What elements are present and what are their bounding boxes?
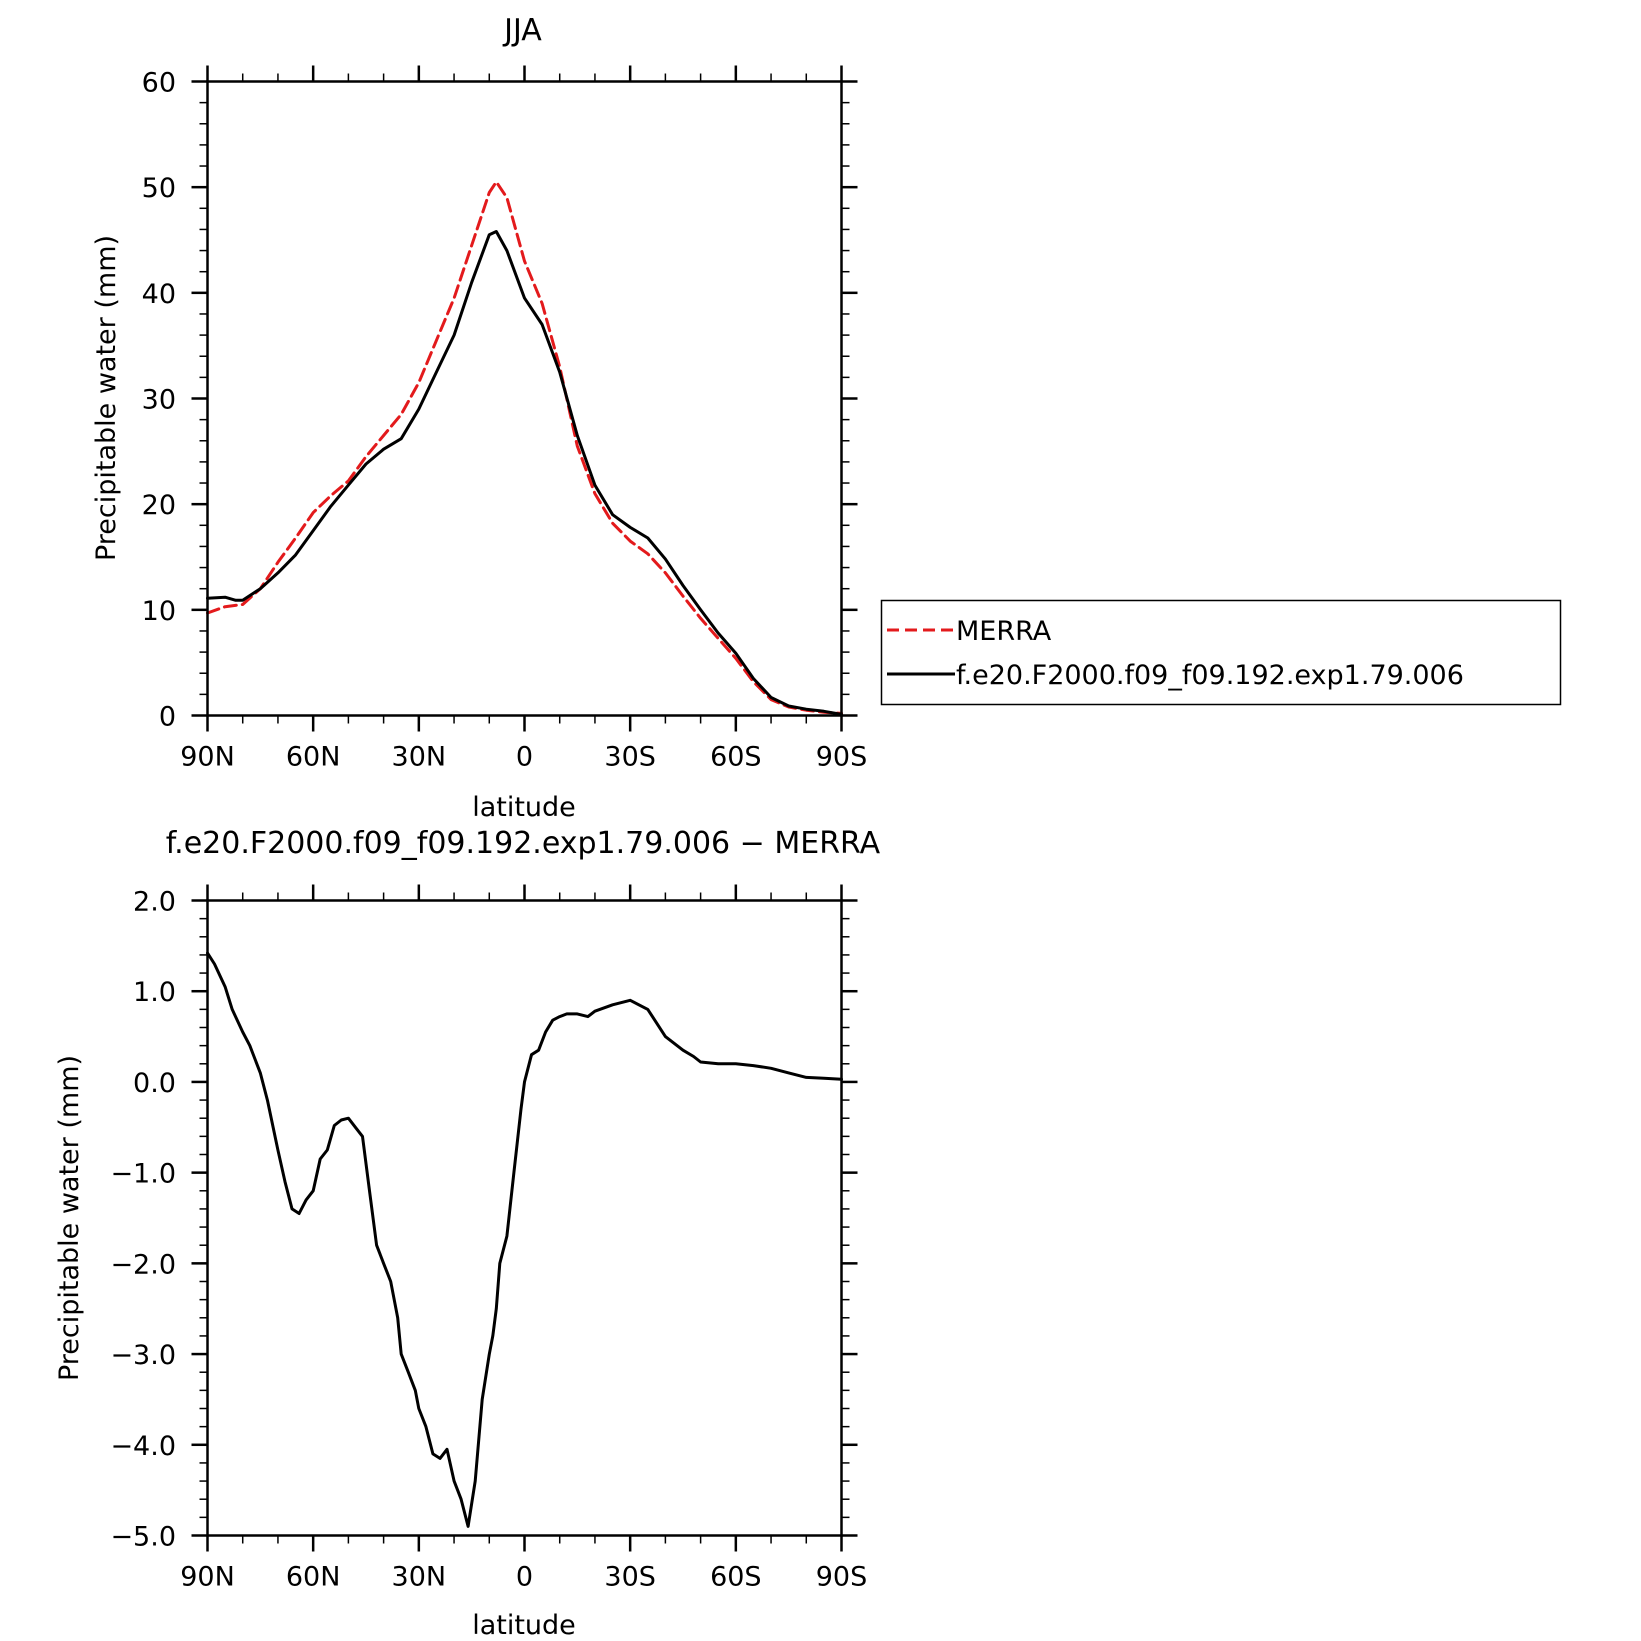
bottom-x-tick-label: 30N (392, 1562, 447, 1593)
top-lines (206, 180, 843, 716)
bottom-y-axis-title: Precipitable water (mm) (54, 1055, 85, 1381)
top-series-line-merra (206, 180, 843, 715)
bottom-x-tick-labels: 90N 60N 30N 0 30S 60S 90S (180, 1562, 867, 1593)
top-plot-title: JJA (502, 13, 542, 48)
bottom-y-tick-label: −2.0 (110, 1249, 176, 1280)
top-x-tick-label: 90N (180, 742, 235, 773)
bottom-x-tick-label: 30S (604, 1562, 656, 1593)
bottom-x-tick-label: 90S (816, 1562, 868, 1593)
bottom-y-tick-label: −1.0 (110, 1159, 176, 1190)
top-ticks (191, 65, 858, 732)
bottom-lines (206, 951, 843, 1528)
bottom-panel: f.e20.F2000.f09_f09.192.exp1.79.006 − ME… (54, 826, 881, 1641)
bottom-x-tick-label: 90N (180, 1562, 235, 1593)
top-y-tick-label: 30 (142, 385, 176, 416)
top-x-tick-label: 0 (516, 742, 533, 773)
top-plot-frame (206, 80, 843, 717)
top-panel: JJA 90N 60N 30N 0 30S 60S 90S 0 10 20 30 40 50 60 la… (91, 13, 867, 823)
top-x-tick-label: 60N (286, 742, 341, 773)
top-x-axis-title: latitude (472, 792, 576, 823)
bottom-y-tick-label: −3.0 (110, 1340, 176, 1371)
bottom-x-tick-label: 0 (516, 1562, 533, 1593)
bottom-x-tick-label: 60S (710, 1562, 762, 1593)
legend-box (880, 599, 1562, 706)
top-y-tick-label: 10 (142, 596, 176, 627)
legend: MERRA f.e20.F2000.f09_f09.192.exp1.79.00… (880, 599, 1562, 706)
top-y-tick-label: 40 (142, 279, 176, 310)
bottom-y-tick-labels: 2.0 1.0 0.0 −1.0 −2.0 −3.0 −4.0 −5.0 (110, 887, 176, 1553)
top-y-tick-label: 20 (142, 490, 176, 521)
top-y-tick-label: 50 (142, 173, 176, 204)
top-series-line-f (206, 230, 843, 716)
top-x-tick-label: 60S (710, 742, 762, 773)
top-y-tick-label: 60 (142, 68, 176, 99)
bottom-y-tick-label: 0.0 (133, 1068, 176, 1099)
bottom-series-line-diff (206, 951, 843, 1528)
bottom-plot-frame (206, 899, 843, 1537)
legend-merra-label: MERRA (956, 616, 1052, 647)
top-x-tick-label: 30S (604, 742, 656, 773)
bottom-y-tick-label: −5.0 (110, 1522, 176, 1553)
bottom-plot-title: f.e20.F2000.f09_f09.192.exp1.79.006 − ME… (166, 826, 881, 861)
legend-model-label: f.e20.F2000.f09_f09.192.exp1.79.006 (956, 660, 1464, 691)
top-x-tick-label: 30N (392, 742, 447, 773)
top-y-tick-labels: 0 10 20 30 40 50 60 (142, 68, 176, 733)
top-x-tick-label: 90S (816, 742, 868, 773)
bottom-y-tick-label: −4.0 (110, 1431, 176, 1462)
top-y-axis-title: Precipitable water (mm) (91, 235, 122, 561)
bottom-ticks (191, 884, 858, 1552)
bottom-x-tick-label: 60N (286, 1562, 341, 1593)
bottom-y-tick-label: 2.0 (133, 887, 176, 918)
bottom-y-tick-label: 1.0 (133, 977, 176, 1008)
top-y-tick-label: 0 (159, 702, 176, 733)
bottom-x-axis-title: latitude (472, 1610, 576, 1641)
top-x-tick-labels: 90N 60N 30N 0 30S 60S 90S (180, 742, 867, 773)
